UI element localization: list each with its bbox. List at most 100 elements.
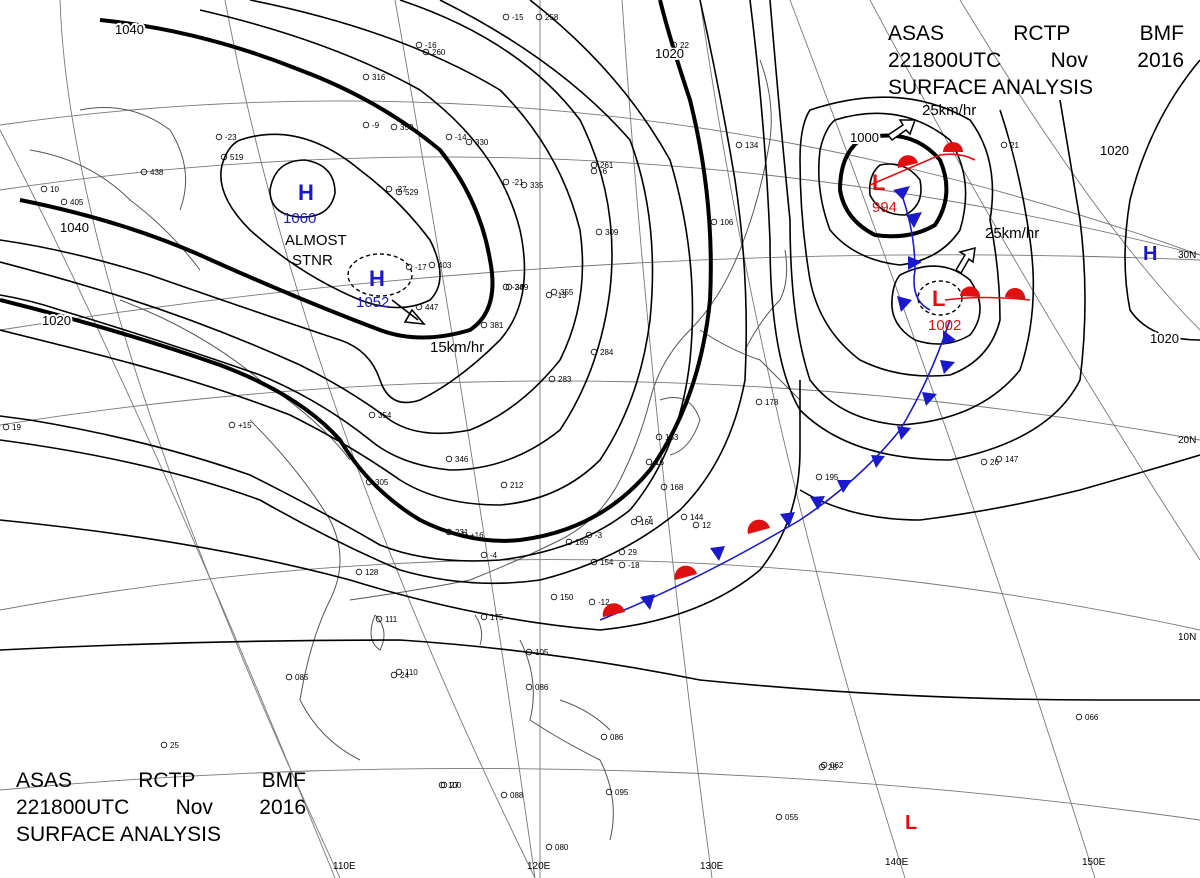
station-report: 25 bbox=[170, 741, 179, 750]
station-report: -23 bbox=[225, 133, 237, 142]
station-marker bbox=[980, 458, 988, 466]
station-marker bbox=[438, 781, 446, 789]
station-marker bbox=[595, 228, 603, 236]
station-report: 346 bbox=[455, 455, 469, 464]
station-marker bbox=[618, 561, 626, 569]
station-report: 24 bbox=[400, 671, 409, 680]
station-marker bbox=[525, 648, 533, 656]
station-marker bbox=[995, 455, 1003, 463]
header-center: RCTP bbox=[1013, 22, 1071, 45]
station-report: 100 bbox=[448, 781, 462, 790]
station-report: 335 bbox=[530, 181, 544, 190]
station-marker bbox=[390, 671, 398, 679]
station-marker bbox=[385, 185, 393, 193]
station-marker bbox=[735, 141, 743, 149]
station-report: -14 bbox=[455, 133, 467, 142]
station-report: -3 bbox=[595, 531, 603, 540]
station-marker bbox=[405, 263, 413, 271]
station-report: 438 bbox=[150, 168, 164, 177]
station-marker bbox=[815, 473, 823, 481]
station-report: -13 bbox=[555, 291, 567, 300]
station-report: 330 bbox=[475, 138, 489, 147]
front-line bbox=[944, 296, 1031, 301]
parallels bbox=[0, 100, 1200, 821]
longitude-labels: 110E 120E 130E 140E 150E bbox=[333, 857, 1106, 872]
station-report: 164 bbox=[640, 518, 654, 527]
front-line bbox=[899, 189, 931, 311]
station-report: 316 bbox=[372, 73, 386, 82]
header-year: 2016 bbox=[259, 796, 306, 819]
station-marker bbox=[590, 167, 598, 175]
station-report: 389 bbox=[515, 283, 529, 292]
station-marker bbox=[1000, 141, 1008, 149]
station-report: 29 bbox=[628, 548, 637, 557]
station-marker bbox=[660, 483, 668, 491]
header-title: SURFACE ANALYSIS bbox=[888, 76, 1094, 99]
high-symbol: H bbox=[1143, 243, 1157, 265]
station-report: 231 bbox=[455, 528, 469, 537]
station-marker bbox=[500, 791, 508, 799]
station-marker bbox=[502, 13, 510, 21]
station-report: 111 bbox=[385, 615, 398, 624]
isobar-label: 1020 bbox=[1150, 331, 1179, 346]
station-marker bbox=[362, 73, 370, 81]
station-report: 258 bbox=[545, 13, 559, 22]
station-marker bbox=[440, 781, 448, 789]
longitude-label: 140E bbox=[885, 857, 909, 868]
longitude-label: 110E bbox=[333, 861, 356, 872]
station-report: 085 bbox=[295, 673, 309, 682]
station-marker bbox=[445, 455, 453, 463]
station-marker bbox=[215, 133, 223, 141]
station-report: 26 bbox=[990, 458, 999, 467]
station-report: 16 bbox=[655, 458, 664, 467]
station-report: 12 bbox=[702, 521, 711, 530]
station-report: 381 bbox=[490, 321, 504, 330]
station-marker bbox=[480, 321, 488, 329]
station-marker bbox=[588, 598, 596, 606]
station-report: 168 bbox=[670, 483, 684, 492]
station-marker bbox=[465, 138, 473, 146]
station-report: 519 bbox=[230, 153, 244, 162]
station-marker bbox=[220, 153, 228, 161]
annotations: ALMOST STNR 15km/hr 25km/hr 25km/hr bbox=[285, 102, 1039, 356]
station-report: 055 bbox=[785, 813, 799, 822]
isobars bbox=[0, 0, 1200, 701]
station-report: 10 bbox=[50, 185, 59, 194]
station-marker bbox=[520, 181, 528, 189]
station-marker bbox=[585, 531, 593, 539]
station-report: 260 bbox=[432, 48, 446, 57]
header-time: 221800UTC bbox=[888, 49, 1002, 72]
isobar-labels: 1040 1040 1020 1020 1000 1020 1020 bbox=[40, 20, 1181, 348]
station-report: 354 bbox=[378, 411, 392, 420]
station-report: 27 bbox=[450, 781, 459, 790]
station-report: -16 bbox=[425, 41, 437, 50]
isobar-label: 1020 bbox=[655, 46, 684, 61]
station-marker bbox=[755, 398, 763, 406]
station-report: 066 bbox=[1085, 713, 1099, 722]
longitude-label: 120E bbox=[527, 861, 551, 872]
station-report: 405 bbox=[70, 198, 84, 207]
station-marker bbox=[525, 683, 533, 691]
header-year: 2016 bbox=[1137, 49, 1184, 72]
station-marker bbox=[422, 48, 430, 56]
station-marker bbox=[1075, 713, 1083, 721]
low-symbol: L bbox=[872, 170, 885, 195]
station-marker bbox=[775, 813, 783, 821]
station-report: 283 bbox=[558, 375, 572, 384]
station-report: 355 bbox=[560, 288, 574, 297]
high-value: 1052 bbox=[356, 294, 389, 311]
header-time: 221800UTC bbox=[16, 796, 130, 819]
header-month: Nov bbox=[1050, 49, 1088, 72]
station-report: 106 bbox=[720, 218, 734, 227]
station-report: 175 bbox=[490, 613, 504, 622]
station-marker bbox=[680, 513, 688, 521]
station-marker bbox=[550, 593, 558, 601]
station-marker bbox=[60, 198, 68, 206]
station-marker bbox=[415, 41, 423, 49]
station-plots: 258 260 316 353 330 261 335 309 355 389 403 447 381 4… bbox=[2, 13, 1099, 852]
station-report: 105 bbox=[535, 648, 549, 657]
station-marker bbox=[160, 741, 168, 749]
station-marker bbox=[590, 558, 598, 566]
station-report: 19 bbox=[12, 423, 21, 432]
